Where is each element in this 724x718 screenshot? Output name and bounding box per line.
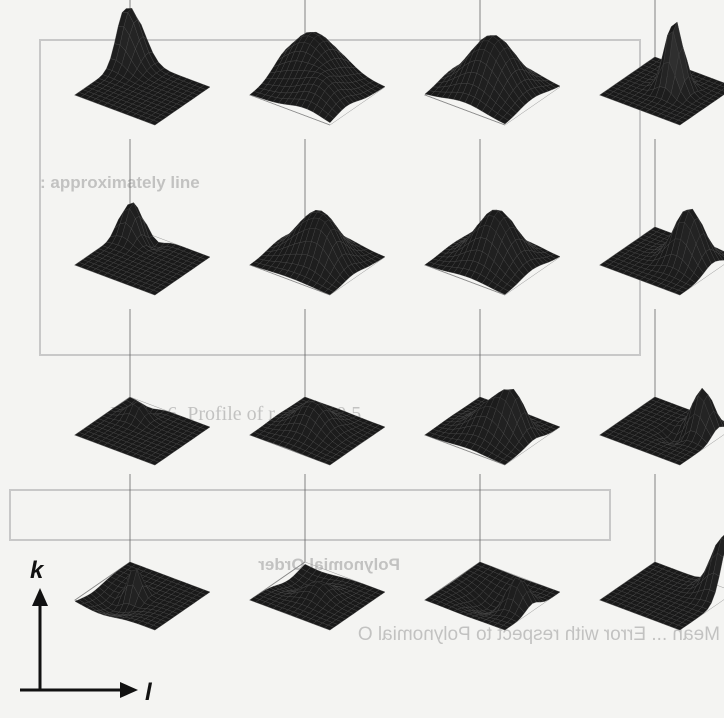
surface-panel	[425, 0, 560, 125]
surface-panel	[600, 309, 724, 465]
surface-panel	[600, 0, 724, 125]
ghost-text: : approximately line	[40, 173, 200, 192]
surface-panel	[425, 139, 560, 295]
surface-panel	[75, 139, 210, 295]
l-label: l	[145, 679, 153, 706]
surface-grid	[75, 0, 724, 630]
surface-panel	[250, 474, 385, 630]
ghost-text: Mean ... Error with respect to Polynomia…	[358, 624, 720, 645]
surface-panel	[75, 309, 210, 465]
k-arrowhead	[32, 588, 48, 606]
bleed-through: : approximately line Figure 6. Profile o…	[10, 40, 720, 645]
surface-panel	[425, 474, 560, 630]
surface-panel	[425, 309, 560, 465]
surface-panel	[75, 0, 210, 125]
k-label: k	[30, 557, 45, 584]
surface-panel	[600, 474, 724, 630]
surface-panel	[250, 139, 385, 295]
l-arrowhead	[120, 682, 138, 698]
surface-panel	[250, 0, 385, 125]
surface-panel	[250, 309, 385, 465]
surface-panel	[75, 474, 210, 630]
ghost-frame	[10, 490, 610, 540]
surface-panel	[600, 139, 724, 295]
